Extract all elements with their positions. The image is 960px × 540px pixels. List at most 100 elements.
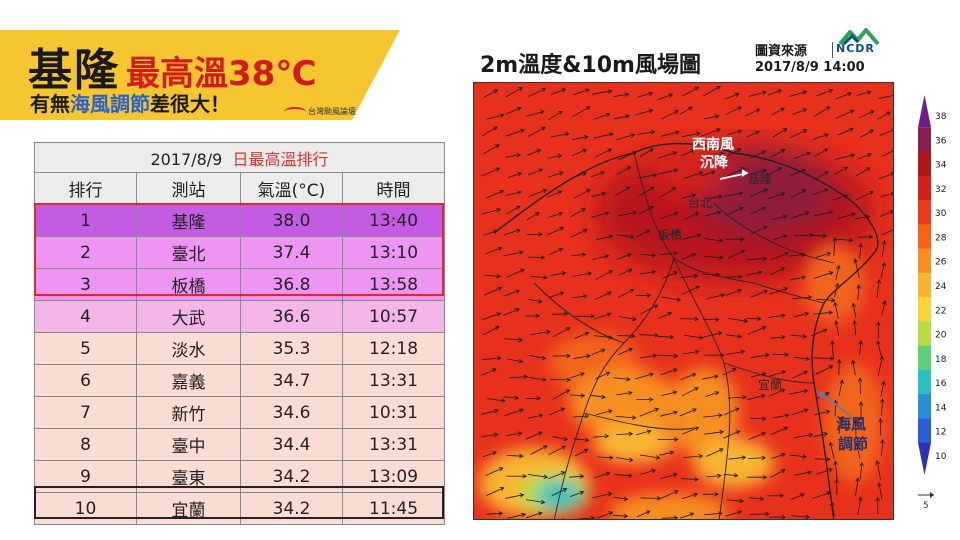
wind-vector bbox=[768, 287, 788, 295]
wind-vector bbox=[657, 169, 678, 175]
wind-vector bbox=[722, 368, 736, 376]
wind-vector bbox=[504, 338, 523, 341]
wind-vector-head bbox=[866, 167, 871, 172]
wind-vector-head bbox=[653, 304, 659, 309]
wind-vector bbox=[727, 318, 748, 322]
wind-vector bbox=[549, 292, 564, 298]
wind-vector-head bbox=[891, 191, 893, 197]
wind-vector-head bbox=[858, 496, 863, 502]
wind-vector bbox=[728, 456, 746, 460]
wind-vector-head bbox=[808, 432, 814, 438]
colorbar-tick-label: 12 bbox=[935, 428, 946, 438]
wind-vector-head bbox=[804, 211, 810, 216]
wind-vector bbox=[571, 295, 587, 299]
wind-vector bbox=[486, 114, 504, 120]
wind-vector bbox=[505, 191, 521, 196]
wind-vector-head bbox=[802, 333, 808, 339]
wind-vector-head bbox=[688, 106, 694, 111]
colorbar-tick-label: 32 bbox=[935, 185, 946, 195]
wind-vector bbox=[530, 331, 550, 335]
wind-vector-head bbox=[783, 287, 789, 292]
wind-vector bbox=[485, 487, 504, 497]
wind-vector bbox=[855, 167, 871, 177]
wind-vector bbox=[659, 252, 678, 256]
wind-vector bbox=[506, 107, 522, 115]
wind-vector bbox=[724, 93, 740, 100]
wind-vector-head bbox=[625, 114, 630, 119]
wind-vector bbox=[834, 461, 838, 480]
wind-vector bbox=[486, 190, 504, 199]
wind-vector bbox=[569, 372, 585, 379]
wind-vector-head bbox=[649, 186, 655, 191]
wind-vector-head bbox=[802, 90, 808, 95]
wind-vector-head bbox=[824, 133, 830, 138]
colorbar-ticks: 38 36 34 32 30 28 26 24 22 20 18 16 14 12 10 bbox=[935, 112, 947, 462]
wind-vector bbox=[483, 286, 502, 296]
subheadline: 有無海風調節差很大！ bbox=[30, 88, 230, 117]
wind-vector-head bbox=[651, 468, 657, 474]
wind-vector-head bbox=[801, 252, 806, 258]
wind-vector-head bbox=[545, 329, 551, 335]
wind-vector-head bbox=[517, 171, 523, 177]
wind-vector bbox=[701, 128, 721, 137]
temperature-wind-map: 基隆 台北 板橋 宜蘭 西南風 沉降 海風 調節 bbox=[473, 82, 894, 520]
brand-swoosh-icon bbox=[284, 106, 306, 117]
colorbar-tick-label: 34 bbox=[935, 161, 947, 171]
wind-vector-head bbox=[780, 388, 786, 393]
title-banner: 基隆 最高溫38℃ 有無海風調節差很大！ 台灣颱風論壇 bbox=[0, 30, 410, 120]
wind-vector bbox=[592, 255, 609, 261]
wind-vector-head bbox=[519, 408, 524, 413]
wind-vector bbox=[680, 513, 694, 519]
wind-vector-head bbox=[855, 477, 860, 483]
wind-vector bbox=[706, 294, 725, 300]
wind-vector-head bbox=[823, 148, 829, 153]
wind-vector-head bbox=[834, 282, 840, 288]
wind-vector bbox=[837, 128, 854, 136]
wind-vector bbox=[683, 234, 701, 240]
wind-vector-head bbox=[605, 112, 611, 118]
wind-vector bbox=[659, 490, 679, 500]
wind-vector-head bbox=[632, 151, 638, 156]
sw-wind-label-2: 沉降 bbox=[700, 154, 729, 171]
wind-vector-head bbox=[877, 482, 882, 487]
wind-vector-head bbox=[673, 211, 679, 216]
wind-vector bbox=[816, 89, 833, 97]
wind-vector bbox=[618, 348, 633, 356]
wind-vector bbox=[706, 448, 724, 457]
wind-vector-head bbox=[563, 436, 569, 442]
wind-vector-head bbox=[734, 92, 740, 98]
wind-vector-head bbox=[761, 326, 767, 331]
temp-cell: 34.6 bbox=[240, 396, 343, 429]
wind-vector-head bbox=[494, 408, 499, 414]
wind-vector bbox=[791, 409, 808, 416]
wind-vector bbox=[571, 254, 586, 256]
wind-vector bbox=[570, 229, 588, 238]
wind-vector bbox=[727, 396, 747, 399]
wind-vector bbox=[639, 355, 657, 359]
wind-vector bbox=[660, 110, 679, 120]
wind-vector-head bbox=[760, 394, 766, 399]
wind-vector bbox=[767, 89, 782, 96]
wind-vector bbox=[771, 453, 786, 459]
colorbar-tick-label: 18 bbox=[935, 355, 947, 365]
wind-vector bbox=[750, 150, 766, 159]
wind-vector bbox=[505, 87, 523, 98]
wind-vector-head bbox=[579, 490, 585, 495]
wind-vector bbox=[684, 334, 703, 339]
wind-vector bbox=[595, 410, 613, 416]
wind-vector-head bbox=[691, 193, 697, 198]
wind-vector-head bbox=[493, 89, 499, 94]
wind-vector-head bbox=[881, 380, 886, 386]
wind-vector bbox=[682, 351, 700, 355]
rank-cell: 4 bbox=[34, 300, 137, 333]
wind-vector-head bbox=[521, 512, 527, 518]
wind-vector-head bbox=[757, 270, 763, 275]
wind-vector-head bbox=[853, 419, 859, 425]
wind-vector bbox=[594, 291, 612, 300]
headline-city: 基隆 bbox=[28, 45, 120, 96]
wind-vector bbox=[750, 226, 768, 235]
colorbar-segments bbox=[918, 95, 931, 475]
wind-vector-head bbox=[516, 190, 522, 195]
wind-vector-head bbox=[565, 327, 571, 332]
wind-vector-head bbox=[822, 328, 828, 333]
